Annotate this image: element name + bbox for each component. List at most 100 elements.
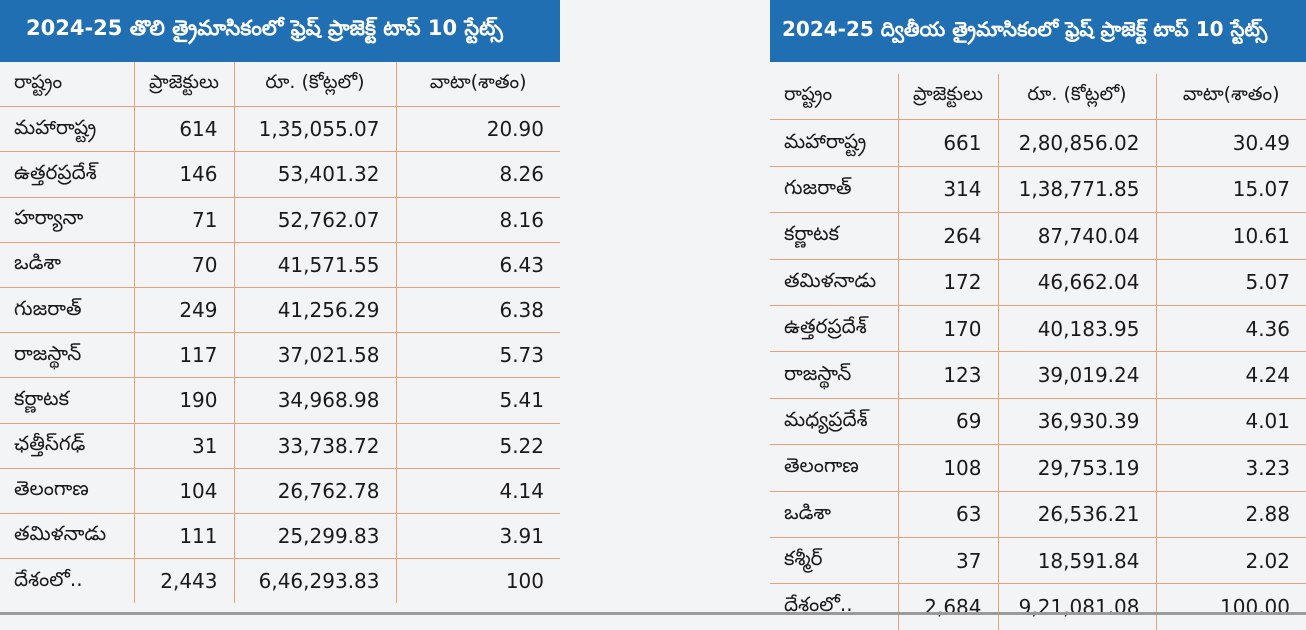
value-cell: 5.22	[396, 423, 560, 469]
table-row: ఒడిశా 70 41,571.55 6.43	[0, 242, 560, 288]
table-row: దేశంలో.. 2,443 6,46,293.83 100	[0, 558, 560, 604]
value-cell: 26,762.78	[234, 468, 397, 514]
value-cell: 190	[134, 377, 235, 424]
table-row: కర్ణాటక 264 87,740.04 10.61	[770, 212, 1306, 260]
value-cell: 8.26	[396, 151, 560, 198]
value-cell: 100	[505, 569, 544, 594]
state-cell: కర్ణాటక	[0, 377, 135, 424]
state-cell: ఛత్తీస్‌గఢ్	[0, 423, 135, 469]
header-row: రాష్ట్రం ప్రాజెక్టులు రూ. (కోట్లలో) వాటా(శా…	[0, 62, 560, 108]
state-cell: గుజరాత్	[0, 287, 135, 334]
value-cell: 6.38	[396, 287, 560, 334]
state-cell: ఒడిశా	[770, 491, 899, 538]
value-cell: 249	[134, 287, 235, 334]
value-cell: 1,38,771.85	[998, 166, 1157, 214]
value-cell: 30.49	[1156, 119, 1306, 167]
value-cell: 264	[898, 212, 999, 260]
state-cell: హర్యానా	[0, 197, 135, 243]
table-row: తమిళనాడు 172 46,662.04 5.07	[770, 259, 1306, 306]
value-cell: 3.91	[396, 513, 560, 560]
state-cell: మహారాష్ట్ర	[770, 119, 899, 167]
table-row: ఛత్తీస్‌గఢ్ 31 33,738.72 5.22	[0, 423, 560, 469]
state-cell: తెలంగాణ	[770, 444, 899, 492]
table-row: గుజరాత్ 314 1,38,771.85 15.07	[770, 166, 1306, 214]
value-cell: 8.16	[396, 197, 560, 243]
value-cell: 4.24	[1156, 351, 1306, 399]
value-cell: 63	[898, 491, 999, 538]
value-cell: 146	[134, 151, 235, 198]
table-row: రాజస్థాన్ 117 37,021.58 5.73	[0, 332, 560, 379]
column-header: రూ. (కోట్లలో)	[234, 62, 397, 108]
state-cell: తమిళనాడు	[0, 513, 135, 560]
state-cell: రాజస్థాన్	[770, 351, 899, 399]
value-cell: 41,571.55	[234, 242, 397, 288]
value-cell: 41,256.29	[234, 287, 397, 334]
value-cell: 2.88	[1156, 491, 1306, 538]
table-row: మధ్యప్రదేశ్ 69 36,930.39 4.01	[770, 398, 1306, 446]
value-cell: 5.73	[396, 332, 560, 379]
value-cell: 39,019.24	[998, 351, 1157, 399]
state-cell: మహారాష్ట్ర	[0, 106, 135, 153]
state-cell: కర్ణాటక	[770, 212, 899, 260]
table-row: మహారాష్ట్ర 614 1,35,055.07 20.90	[0, 106, 560, 153]
value-cell: 37,021.58	[234, 332, 397, 379]
q2-panel: 2024-25 ద్వితీయ త్రైమాసికంలో ఫ్రెష్ ప్రా…	[770, 0, 1306, 630]
table-row: కర్ణాటక 190 34,968.98 5.41	[0, 377, 560, 424]
state-cell: తమిళనాడు	[770, 259, 899, 306]
value-cell: 26,536.21	[998, 491, 1157, 538]
table-row: తమిళనాడు 111 25,299.83 3.91	[0, 513, 560, 560]
state-cell: దేశంలో..	[0, 558, 135, 604]
value-cell: 2,443	[134, 558, 235, 604]
value-cell: 1,35,055.07	[234, 106, 397, 153]
value-cell: 4.01	[1156, 398, 1306, 446]
value-cell: 9,21,081.08	[998, 583, 1157, 630]
value-cell: 314	[898, 166, 999, 214]
table-row: కశ్మీర్ 37 18,591.84 2.02	[770, 537, 1306, 585]
state-cell: రాజస్థాన్	[0, 332, 135, 379]
column-header: రాష్ట్రం	[770, 74, 899, 121]
value-cell: 33,738.72	[234, 423, 397, 469]
value-cell: 53,401.32	[234, 151, 397, 198]
value-cell: 87,740.04	[998, 212, 1157, 260]
value-cell: 170	[898, 305, 999, 353]
value-cell: 117	[134, 332, 235, 379]
value-cell: 52,762.07	[234, 197, 397, 243]
q2-title: 2024-25 ద్వితీయ త్రైమాసికంలో ఫ్రెష్ ప్రా…	[770, 0, 1306, 62]
value-cell: 29,753.19	[998, 444, 1157, 492]
state-cell: దేశంలో..	[770, 583, 899, 630]
value-cell: 20.90	[396, 106, 560, 153]
value-cell: 25,299.83	[234, 513, 397, 560]
value-cell: 614	[134, 106, 235, 153]
value-cell: 70	[134, 242, 235, 288]
value-cell: 37	[898, 537, 999, 585]
header-row: రాష్ట్రం ప్రాజెక్టులు రూ. (కోట్లలో) వాటా(శా…	[770, 74, 1306, 121]
column-header: రూ. (కోట్లలో)	[998, 74, 1157, 121]
value-cell: 100.00	[1220, 594, 1290, 619]
column-header: ప్రాజెక్టులు	[898, 74, 999, 121]
table-row: గుజరాత్ 249 41,256.29 6.38	[0, 287, 560, 334]
value-cell: 2,684	[898, 583, 999, 630]
q2-table: రాష్ట్రం ప్రాజెక్టులు రూ. (కోట్లలో) వాటా(శా…	[770, 74, 1306, 630]
column-header: ప్రాజెక్టులు	[134, 62, 235, 108]
value-cell: 123	[898, 351, 999, 399]
value-cell: 6.43	[396, 242, 560, 288]
table-row: దేశంలో.. 2,684 9,21,081.08 100.00	[770, 583, 1306, 630]
state-cell: గుజరాత్	[770, 166, 899, 214]
state-cell: ఉత్తరప్రదేశ్	[0, 151, 135, 198]
bottom-rule	[0, 612, 1306, 615]
value-cell: 18,591.84	[998, 537, 1157, 585]
value-cell: 34,968.98	[234, 377, 397, 424]
value-cell: 36,930.39	[998, 398, 1157, 446]
value-cell: 5.07	[1156, 259, 1306, 306]
value-cell: 104	[134, 468, 235, 514]
table-row: ఒడిశా 63 26,536.21 2.88	[770, 491, 1306, 538]
value-cell: 71	[134, 197, 235, 243]
state-cell: ఉత్తరప్రదేశ్	[770, 305, 899, 353]
value-cell: 2,80,856.02	[998, 119, 1157, 167]
value-cell: 111	[134, 513, 235, 560]
state-cell: కశ్మీర్	[770, 537, 899, 585]
value-cell: 4.14	[396, 468, 560, 514]
value-cell: 69	[898, 398, 999, 446]
q1-table: రాష్ట్రం ప్రాజెక్టులు రూ. (కోట్లలో) వాటా(శా…	[0, 62, 560, 604]
table-row: రాజస్థాన్ 123 39,019.24 4.24	[770, 351, 1306, 399]
